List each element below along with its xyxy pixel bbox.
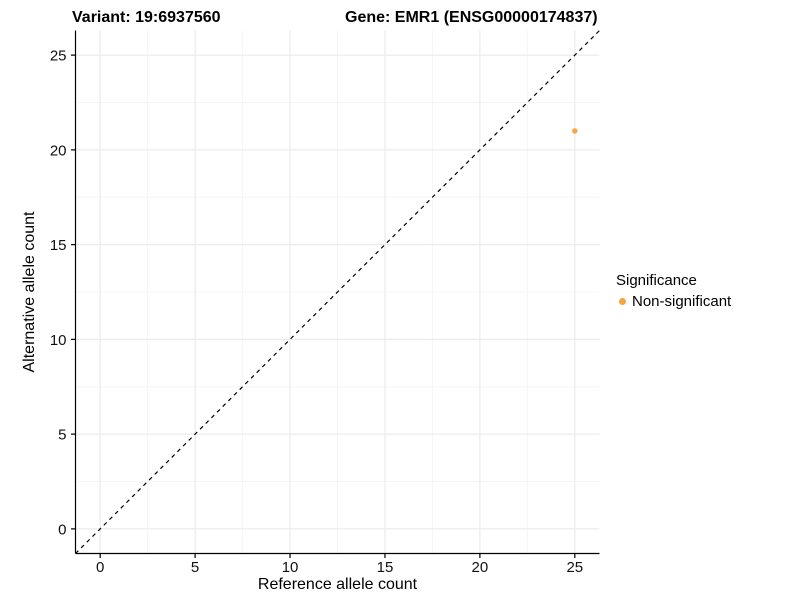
- x-tick-label: 15: [377, 559, 394, 576]
- y-tick-label: 25: [50, 48, 67, 65]
- gene-title: Gene: EMR1 (ENSG00000174837): [345, 9, 598, 26]
- data-point: [572, 128, 578, 134]
- identity-dashed-line: [75, 30, 600, 554]
- legend-item: Non-significant: [616, 292, 731, 311]
- y-tick-label: 0: [58, 521, 66, 538]
- x-tick-label: 20: [472, 559, 489, 576]
- legend-title: Significance: [616, 272, 697, 289]
- legend: Significance Non-significant: [616, 271, 731, 311]
- y-tick-label: 10: [50, 332, 67, 349]
- x-axis-title: Reference allele count: [258, 576, 418, 593]
- x-tick-label: 25: [566, 559, 583, 576]
- legend-point-icon: [619, 298, 626, 305]
- x-tick-label: 0: [96, 559, 104, 576]
- x-tick-label: 5: [191, 559, 199, 576]
- y-axis-title: Alternative allele count: [21, 211, 38, 373]
- y-tick-label: 15: [50, 237, 67, 254]
- x-tick-label: 10: [282, 559, 299, 576]
- y-tick-label: 5: [58, 427, 66, 444]
- variant-title: Variant: 19:6937560: [72, 9, 221, 26]
- y-tick-label: 20: [50, 142, 67, 159]
- legend-item-label: Non-significant: [632, 293, 732, 310]
